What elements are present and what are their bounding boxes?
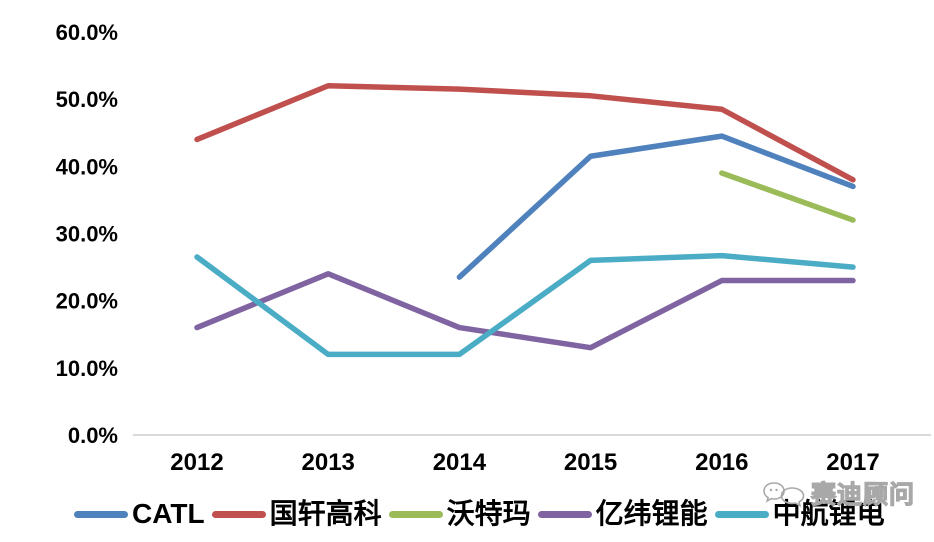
legend-swatch-wotema [388, 510, 443, 518]
legend-label-wotema: 沃特玛 [446, 498, 531, 529]
y-tick-label: 50.0% [56, 87, 118, 112]
legend-item-guoxuan: 国轩高科 [211, 498, 382, 529]
series-line-中航锂电 [194, 252, 856, 358]
y-tick-label: 40.0% [56, 154, 118, 179]
legend-item-catl: CATL [74, 500, 205, 528]
series-line-沃特玛 [719, 170, 856, 223]
y-tick-label: 10.0% [56, 356, 118, 381]
x-tick-label: 2016 [695, 449, 748, 476]
y-tick-label: 60.0% [56, 20, 118, 45]
legend-label-catl: CATL [132, 498, 205, 529]
x-tick-label: 2013 [302, 449, 355, 476]
legend-item-zhonghang: 中航锂电 [714, 498, 885, 529]
legend-swatch-yiwei [537, 510, 592, 518]
series-line-国轩高科 [194, 82, 856, 183]
x-tick-label: 2017 [826, 449, 879, 476]
x-tick-label: 2014 [433, 449, 487, 476]
legend: CATL 国轩高科 沃特玛 亿纬锂能 中航锂电 [74, 500, 885, 528]
x-tick-label: 2012 [170, 449, 223, 476]
legend-label-zhonghang: 中航锂电 [772, 498, 885, 529]
y-tick-label: 20.0% [56, 289, 118, 314]
legend-item-yiwei: 亿纬锂能 [537, 498, 708, 529]
legend-label-guoxuan: 国轩高科 [269, 498, 382, 529]
x-tick-label: 2015 [564, 449, 617, 476]
y-tick-label: 0.0% [68, 423, 118, 448]
legend-swatch-catl [74, 510, 128, 518]
series-line-亿纬锂能 [194, 271, 856, 351]
series-line-CATL [456, 133, 856, 280]
legend-swatch-guoxuan [211, 510, 266, 518]
legend-label-yiwei: 亿纬锂能 [595, 498, 708, 529]
legend-item-wotema: 沃特玛 [388, 498, 531, 529]
legend-swatch-zhonghang [714, 510, 769, 518]
y-tick-label: 30.0% [56, 222, 118, 247]
